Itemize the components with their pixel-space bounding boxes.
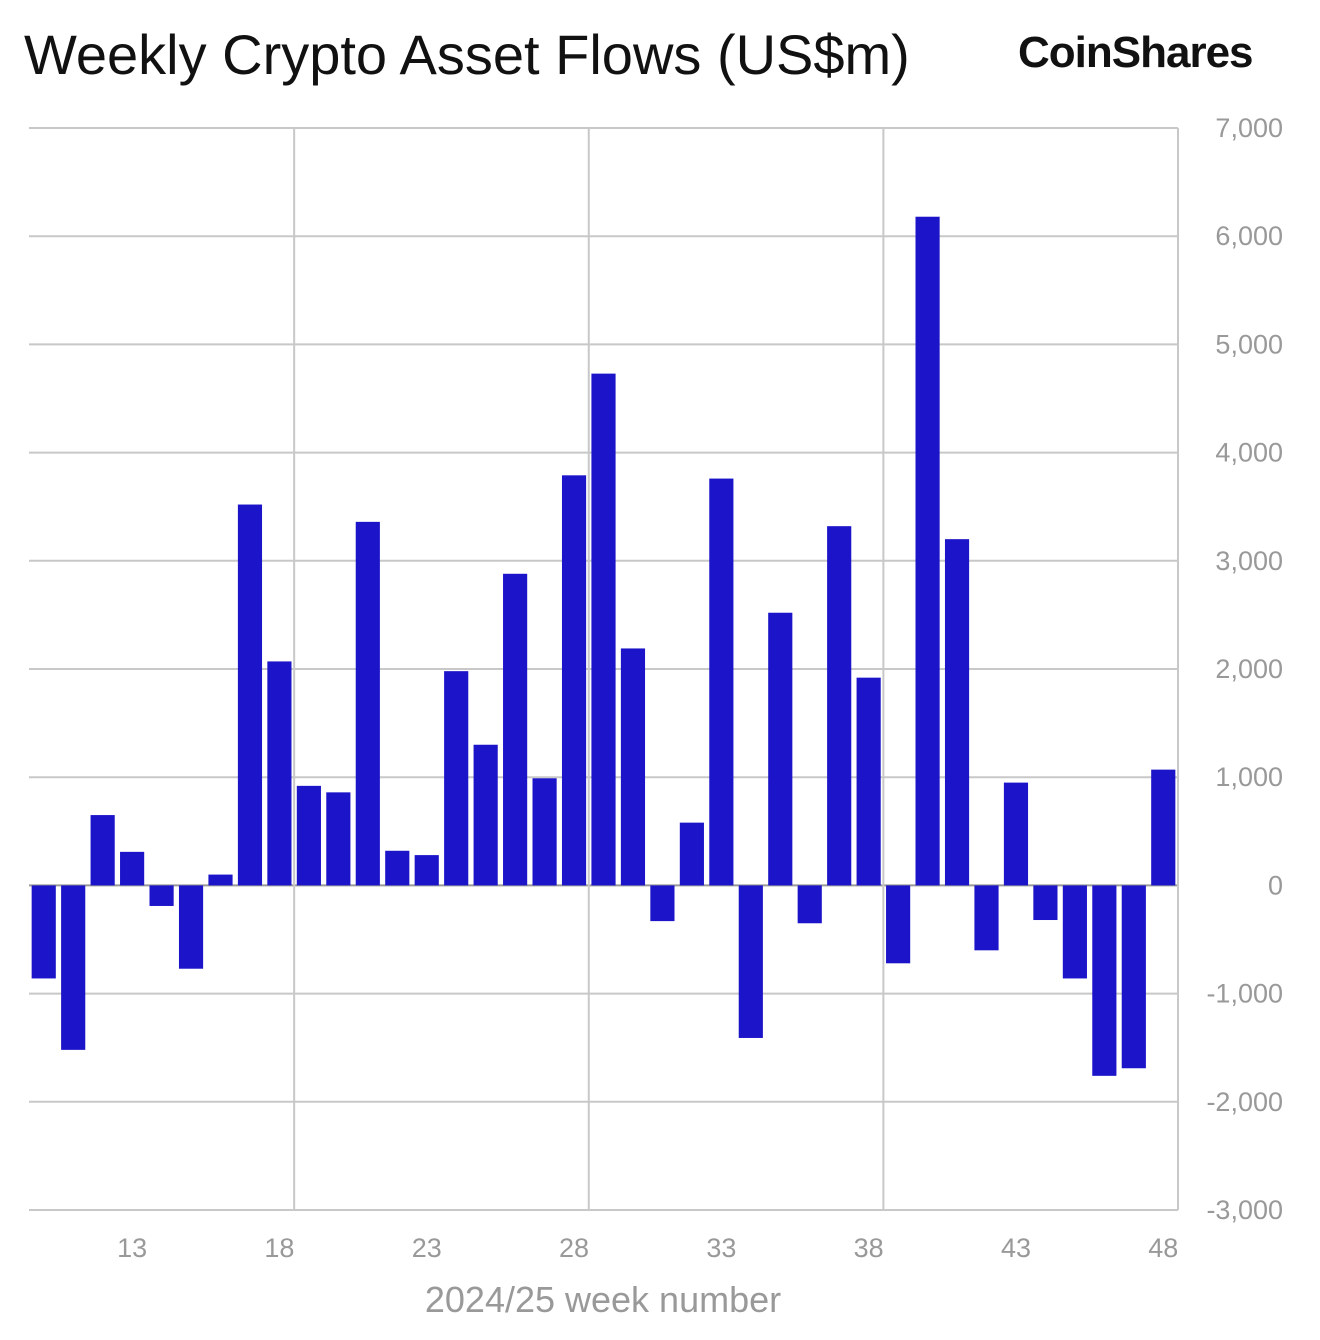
x-tick-label: 48 (1148, 1233, 1178, 1263)
bar-week-25 (473, 744, 498, 886)
bar-week-43 (1003, 782, 1029, 886)
bar-week-12 (90, 815, 115, 886)
bar-week-20 (326, 792, 351, 886)
bar-week-28 (561, 475, 587, 886)
bar-week-33 (709, 478, 734, 886)
x-tick-label: 43 (1001, 1233, 1031, 1263)
x-tick-label: 38 (854, 1233, 884, 1263)
bar-week-38 (856, 677, 881, 886)
bar-week-36 (797, 885, 822, 924)
bar-week-19 (296, 785, 321, 886)
y-tick-label: 7,000 (1215, 113, 1283, 143)
bar-week-42 (974, 885, 999, 951)
x-tick-label: 13 (117, 1233, 147, 1263)
bar-week-26 (503, 573, 528, 886)
bar-week-32 (679, 822, 704, 886)
bar-week-31 (650, 885, 675, 922)
bar-week-14 (149, 885, 174, 906)
bar-week-15 (178, 885, 204, 969)
chart-title: Weekly Crypto Asset Flows (US$m) (24, 23, 910, 86)
bar-week-34 (738, 885, 763, 1038)
bar-week-29 (591, 373, 616, 886)
y-tick-label: 6,000 (1215, 221, 1283, 251)
bar-week-48 (1151, 769, 1176, 886)
y-tick-label: 4,000 (1215, 438, 1283, 468)
x-tick-label: 33 (706, 1233, 736, 1263)
bar-week-23 (414, 855, 439, 886)
y-tick-label: 3,000 (1215, 546, 1283, 576)
bar-week-17 (237, 504, 263, 886)
y-tick-label: -3,000 (1206, 1195, 1283, 1225)
y-tick-label: -1,000 (1206, 979, 1283, 1009)
x-tick-label: 18 (264, 1233, 294, 1263)
bar-week-24 (444, 671, 469, 886)
x-axis-ticks: 13 18 23 28 33 38 43 48 (117, 1233, 1178, 1263)
bar-week-46 (1092, 885, 1117, 1076)
y-tick-label: 2,000 (1215, 654, 1283, 684)
bar-week-27 (532, 778, 557, 886)
bar-week-13 (120, 851, 145, 886)
bar-week-41 (944, 539, 970, 886)
bar-week-30 (620, 648, 646, 886)
y-tick-label: 5,000 (1215, 329, 1283, 359)
bar-week-16 (208, 874, 233, 886)
x-tick-label: 23 (412, 1233, 442, 1263)
bar-week-11 (61, 885, 86, 1050)
bar-week-39 (886, 885, 911, 964)
coinshares-logo: CoinShares (1018, 28, 1254, 77)
y-tick-label: -2,000 (1206, 1087, 1283, 1117)
bar-week-22 (385, 850, 410, 886)
bar-week-18 (267, 661, 292, 886)
bar-week-37 (827, 526, 852, 886)
bar-week-40 (915, 216, 940, 886)
bar-week-21 (355, 521, 380, 886)
bar-week-44 (1033, 885, 1058, 921)
bars (31, 216, 1176, 1076)
x-axis-label: 2024/25 week number (425, 1279, 781, 1320)
bar-week-10 (31, 885, 56, 979)
bar-week-47 (1121, 885, 1146, 1069)
y-tick-label: 0 (1268, 870, 1283, 900)
y-tick-label: 1,000 (1215, 762, 1283, 792)
bar-week-45 (1062, 885, 1087, 979)
x-tick-label: 28 (559, 1233, 589, 1263)
bar-week-35 (768, 612, 793, 886)
y-axis-ticks: 7,000 6,000 5,000 4,000 3,000 2,000 1,000 0 -1,0… (1206, 113, 1283, 1225)
